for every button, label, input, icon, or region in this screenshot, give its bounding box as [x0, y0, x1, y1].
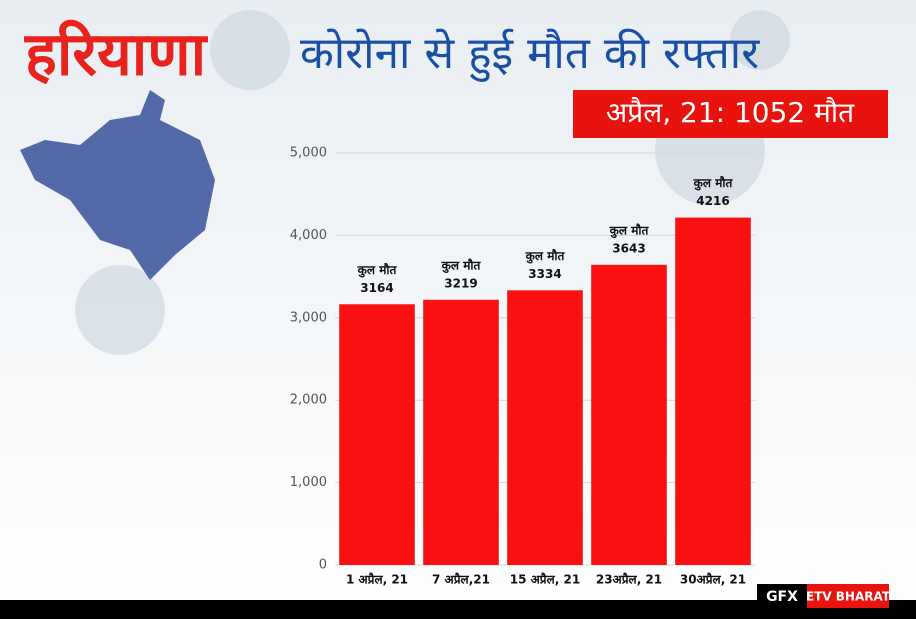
bar	[675, 217, 751, 565]
bar-label-title: कुल मौत	[525, 249, 566, 264]
footer-bar	[0, 600, 916, 619]
bar	[339, 304, 415, 565]
footer-right: ETV BHARAT	[806, 590, 891, 604]
bar-value-label: 3164	[360, 281, 393, 295]
highlight-text: अप्रैल, 21: 1052 मौत	[606, 96, 855, 129]
y-tick-label: 1,000	[290, 475, 327, 490]
bar-label-title: कुल मौत	[357, 263, 398, 278]
y-tick-label: 3,000	[290, 310, 327, 325]
bar-label-title: कुल मौत	[693, 176, 734, 191]
x-tick-label: 1 अप्रैल, 21	[346, 573, 408, 587]
x-tick-label: 7 अप्रैल,21	[432, 573, 490, 587]
y-tick-label: 0	[319, 558, 327, 573]
chart-subtitle: कोरोना से हुई मौत की रफ्तार	[300, 28, 760, 82]
bar-value-label: 3643	[612, 241, 645, 255]
bar	[507, 290, 583, 565]
y-tick-label: 4,000	[290, 228, 327, 243]
bar-label-title: कुल मौत	[441, 258, 482, 273]
bar	[423, 299, 499, 565]
x-tick-label: 30अप्रैल, 21	[680, 573, 746, 587]
bar	[591, 264, 667, 565]
x-tick-label: 23अप्रैल, 21	[596, 573, 662, 587]
bar-value-label: 4216	[696, 194, 729, 208]
y-tick-label: 5,000	[290, 146, 327, 161]
footer-right-box	[807, 584, 889, 608]
footer-left-box	[757, 584, 807, 608]
x-tick-label: 15 अप्रैल, 21	[510, 573, 580, 587]
bar-value-label: 3334	[528, 267, 561, 281]
haryana-map	[20, 90, 215, 280]
footer-left: GFX	[766, 589, 798, 605]
highlight-box	[573, 90, 888, 138]
bar-label-title: कुल मौत	[609, 223, 650, 238]
bar-value-label: 3219	[444, 276, 477, 290]
chart-title: हरियाणा	[24, 20, 209, 90]
y-tick-label: 2,000	[290, 393, 327, 408]
